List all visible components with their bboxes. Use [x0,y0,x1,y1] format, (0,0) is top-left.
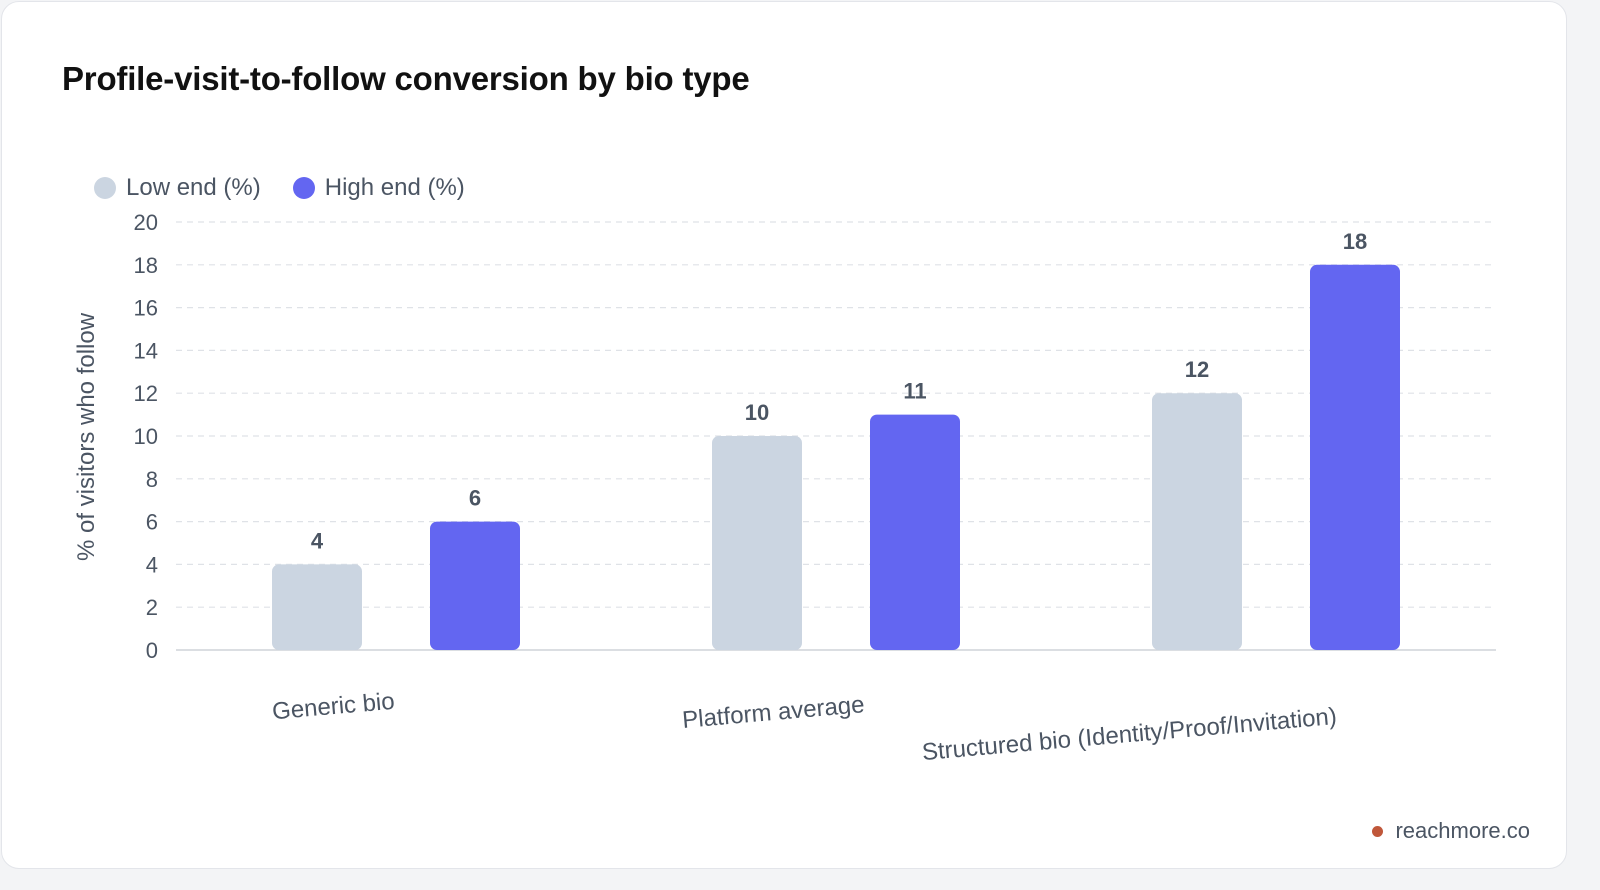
y-axis-title: % of visitors who follow [73,312,100,561]
data-label: 18 [1343,229,1367,254]
brand-text: reachmore.co [1395,818,1530,843]
y-tick-label: 18 [134,253,158,278]
y-tick-label: 8 [146,467,158,492]
y-tick-label: 20 [134,210,158,235]
y-tick-label: 10 [134,424,158,449]
y-tick-label: 4 [146,552,158,577]
x-tick-label: Generic bio [271,688,396,726]
x-tick-label: Structured bio (Identity/Proof/Invitatio… [921,703,1338,766]
bar-low [1152,393,1242,650]
y-tick-label: 0 [146,638,158,663]
data-label: 12 [1185,357,1209,382]
y-tick-label: 14 [134,338,158,363]
y-tick-label: 12 [134,381,158,406]
y-tick-label: 6 [146,510,158,535]
data-label: 4 [311,528,324,553]
bar-low [272,564,362,650]
legend-swatch-low [94,177,116,199]
bar-high [430,521,520,650]
footer-brand: reachmore.co [1372,818,1530,844]
y-tick-label: 16 [134,296,158,321]
bar-high [870,414,960,650]
x-tick-label: Platform average [681,691,865,734]
legend-item-high: High end (%) [292,174,465,202]
brand-dot-icon [1372,825,1384,837]
data-label: 11 [903,379,926,404]
legend-swatch-high [292,177,315,199]
legend-label-low: Low end (%) [126,174,261,201]
data-label: 10 [745,400,769,425]
legend-label-high: High end (%) [324,174,465,201]
chart-title: Profile-visit-to-follow conversion by bi… [62,60,750,97]
legend-item-low: Low end (%) [94,174,261,202]
chart-card: Profile-visit-to-follow conversion by bi… [1,1,1567,869]
data-label: 6 [469,486,481,511]
bar-high [1310,264,1400,650]
y-tick-label: 2 [146,595,158,620]
bar-chart: 0 2 4 6 8 10 12 14 16 18 20 % of visitors who follo… [73,210,1496,766]
bar-low [712,436,802,650]
chart-legend: Low end (%) High end (%) [94,174,497,202]
